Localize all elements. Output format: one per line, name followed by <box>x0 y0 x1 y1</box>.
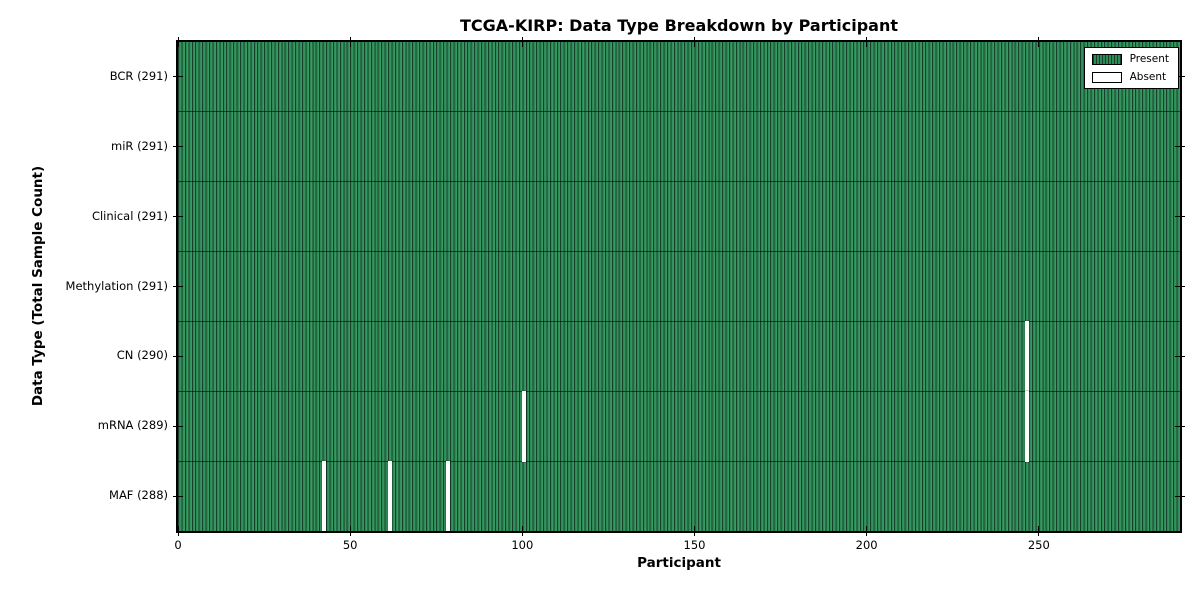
row-clinical <box>178 181 1180 252</box>
row-boundary <box>178 390 1180 392</box>
y-tick-left <box>173 355 183 357</box>
y-tick-label-clinical: Clinical (291) <box>91 208 168 223</box>
x-tick-top <box>349 37 351 47</box>
x-tick-bottom <box>866 526 868 536</box>
absent-bar-cn-246 <box>1024 321 1029 393</box>
legend-swatch-present <box>1091 53 1122 65</box>
chart-title: TCGA-KIRP: Data Type Breakdown by Partic… <box>460 16 898 35</box>
legend-label: Absent <box>1129 71 1167 83</box>
absent-bar-maf-61 <box>387 461 392 531</box>
row-mir <box>178 111 1180 182</box>
y-tick-right <box>1175 495 1185 497</box>
y-tick-label-mir: miR (291) <box>111 138 168 153</box>
row-boundary <box>178 460 1180 462</box>
x-tick-top <box>866 37 868 47</box>
x-axis-label: Participant <box>637 555 721 571</box>
y-tick-right <box>1175 355 1185 357</box>
x-tick-top <box>521 37 523 47</box>
x-tick-bottom <box>349 526 351 536</box>
x-tick-label: 100 <box>511 538 534 552</box>
legend-label: Present <box>1129 53 1169 65</box>
y-tick-label-mrna: mRNA (289) <box>97 418 168 433</box>
x-tick-label: 200 <box>855 538 878 552</box>
legend: Present Absent <box>1083 47 1179 89</box>
y-tick-left <box>173 76 183 78</box>
row-boundary <box>178 320 1180 322</box>
x-tick-bottom <box>521 526 523 536</box>
row-maf <box>178 461 1180 531</box>
absent-bar-mrna-246 <box>1024 391 1029 463</box>
row-cn <box>178 321 1180 392</box>
plot-area: Present Absent <box>173 37 1185 536</box>
y-tick-label-maf: MAF (288) <box>109 488 168 503</box>
y-tick-label-bcr: BCR (291) <box>109 68 168 83</box>
row-mrna <box>178 391 1180 462</box>
x-tick-top <box>177 37 179 47</box>
absent-bar-maf-78 <box>446 461 451 531</box>
y-tick-label-methylation: Methylation (291) <box>65 278 168 293</box>
row-boundary <box>178 181 1180 183</box>
x-tick-bottom <box>177 526 179 536</box>
x-tick-top <box>693 37 695 47</box>
row-bcr <box>178 42 1180 112</box>
x-tick-label: 50 <box>342 538 358 552</box>
y-tick-left <box>173 495 183 497</box>
absent-bar-mrna-100 <box>522 391 526 463</box>
legend-entry-present: Present <box>1091 53 1169 65</box>
x-tick-bottom <box>693 526 695 536</box>
y-tick-right <box>1175 286 1185 287</box>
row-boundary <box>178 251 1180 253</box>
legend-swatch-absent <box>1091 71 1122 83</box>
y-tick-left <box>173 216 183 218</box>
row-boundary <box>178 111 1180 113</box>
y-tick-left <box>173 146 183 148</box>
y-tick-right <box>1175 216 1185 218</box>
y-tick-right <box>1175 76 1185 78</box>
y-tick-label-cn: CN (290) <box>116 348 168 363</box>
x-tick-bottom <box>1038 526 1040 536</box>
y-tick-left <box>173 286 183 287</box>
absent-bar-maf-42 <box>322 461 327 531</box>
y-tick-right <box>1175 425 1185 427</box>
x-tick-label: 150 <box>683 538 706 552</box>
x-tick-label: 0 <box>174 538 182 552</box>
x-tick-label: 250 <box>1027 538 1050 552</box>
row-methylation <box>178 251 1180 322</box>
y-tick-right <box>1175 146 1185 148</box>
x-tick-top <box>1038 37 1040 47</box>
legend-entry-absent: Absent <box>1091 71 1169 83</box>
y-tick-left <box>173 425 183 427</box>
